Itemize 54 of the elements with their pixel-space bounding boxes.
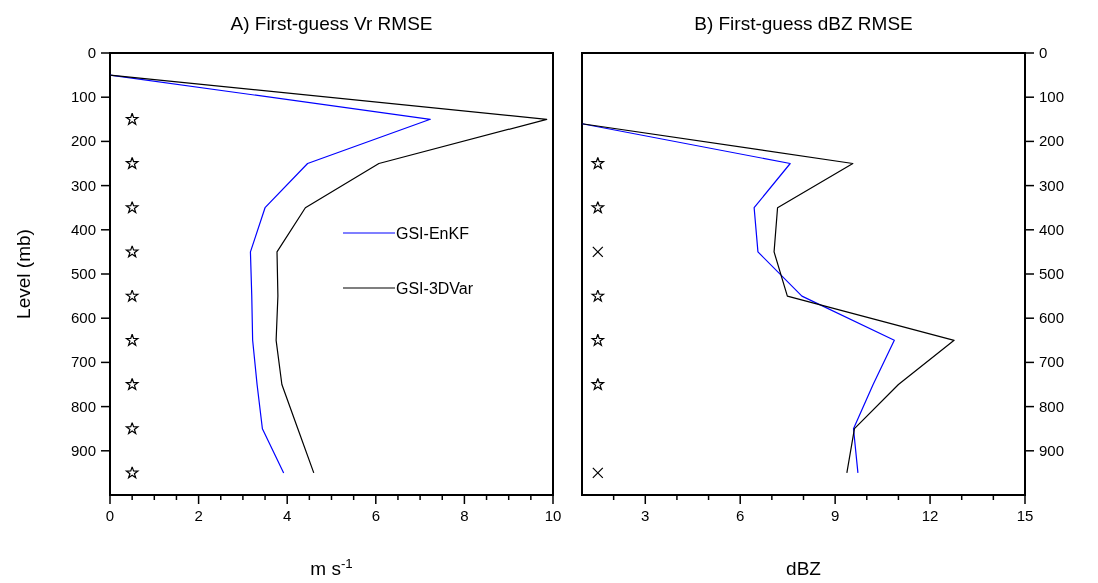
x-tick-label: 6 bbox=[371, 507, 380, 524]
point bbox=[125, 289, 139, 302]
y-tick-label: 800 bbox=[1039, 397, 1065, 415]
y-tick-label: 500 bbox=[70, 265, 96, 282]
x-tick-label: 15 bbox=[1016, 507, 1034, 524]
y-tick-label: 700 bbox=[1039, 353, 1065, 371]
legend-label: GSI-EnKF bbox=[396, 225, 470, 242]
point bbox=[125, 201, 139, 214]
y-tick-label: 100 bbox=[70, 88, 96, 106]
y-tick-label: 300 bbox=[1039, 176, 1065, 194]
y-tick-label: 0 bbox=[1039, 44, 1048, 61]
x-tick-label: 12 bbox=[921, 507, 939, 524]
x-tick-label: 4 bbox=[283, 507, 292, 524]
y-tick-label: 100 bbox=[1039, 88, 1065, 106]
x-axis-title: m s$^{-1}$ bbox=[310, 555, 353, 579]
point bbox=[125, 156, 139, 169]
y-tick-label: 900 bbox=[1039, 441, 1065, 459]
x-tick-label: 9 bbox=[830, 507, 840, 524]
y-tick-label: 300 bbox=[70, 176, 96, 194]
x-axis-title: dBZ bbox=[786, 558, 822, 579]
y-tick-label: 400 bbox=[70, 220, 96, 238]
chart-title: A) First-guess Vr RMSE bbox=[230, 13, 433, 34]
y-tick-label: 900 bbox=[70, 441, 96, 459]
point bbox=[591, 333, 605, 346]
point bbox=[591, 201, 605, 214]
point bbox=[125, 422, 139, 435]
x-tick-label: 6 bbox=[736, 507, 745, 524]
point bbox=[125, 466, 139, 479]
y-tick-label: 600 bbox=[70, 309, 96, 327]
y-tick-label: 600 bbox=[1039, 309, 1065, 327]
y-tick-label: 200 bbox=[70, 132, 96, 150]
point bbox=[591, 289, 605, 302]
y-tick-label: 500 bbox=[1039, 265, 1065, 282]
y-tick-label: 0 bbox=[87, 44, 96, 61]
point bbox=[125, 377, 139, 390]
point bbox=[591, 377, 605, 390]
point bbox=[591, 156, 605, 169]
chart-title: B) First-guess dBZ RMSE bbox=[694, 13, 913, 34]
legend-label: GSI-3DVar bbox=[396, 280, 474, 297]
point bbox=[125, 112, 139, 125]
y-tick-label: 800 bbox=[70, 397, 96, 415]
point bbox=[592, 246, 604, 258]
y-axis-title: Level (mb) bbox=[13, 229, 34, 319]
point bbox=[125, 333, 139, 346]
y-tick-label: 200 bbox=[1039, 132, 1065, 150]
point bbox=[592, 467, 604, 479]
y-tick-label: 700 bbox=[70, 353, 96, 371]
point bbox=[125, 245, 139, 258]
y-tick-label: 400 bbox=[1039, 220, 1065, 238]
x-tick-label: 10 bbox=[544, 507, 562, 524]
x-tick-label: 8 bbox=[460, 507, 469, 524]
x-tick-label: 0 bbox=[105, 507, 115, 524]
x-tick-label: 3 bbox=[641, 507, 650, 524]
x-tick-label: 2 bbox=[194, 507, 203, 524]
